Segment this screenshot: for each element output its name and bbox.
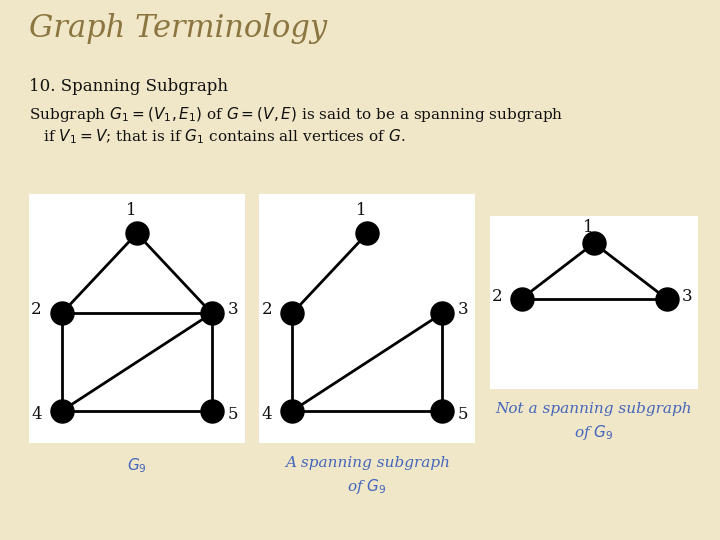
Text: 2: 2	[492, 288, 502, 305]
Text: Graph Terminology: Graph Terminology	[29, 14, 327, 44]
Point	[206, 309, 217, 318]
Point	[516, 294, 527, 303]
Text: 4: 4	[31, 406, 42, 423]
Text: 4: 4	[261, 406, 272, 423]
Point	[588, 239, 600, 247]
Point	[131, 229, 143, 238]
Text: Not a spanning subgraph
of $G_9$: Not a spanning subgraph of $G_9$	[495, 402, 693, 442]
Point	[56, 407, 68, 415]
Text: 10. Spanning Subgraph: 10. Spanning Subgraph	[29, 78, 228, 95]
Text: 5: 5	[228, 406, 238, 423]
Point	[436, 407, 448, 415]
Text: 2: 2	[31, 301, 42, 318]
Text: 1: 1	[356, 202, 366, 219]
Text: 3: 3	[228, 301, 238, 318]
Text: 2: 2	[261, 301, 272, 318]
Text: Subgraph $G_1=(V_1,E_1)$ of $G=(V,E)$ is said to be a spanning subgraph: Subgraph $G_1=(V_1,E_1)$ of $G=(V,E)$ is…	[29, 105, 563, 124]
Text: if $V_1=V$; that is if $G_1$ contains all vertices of $G$.: if $V_1=V$; that is if $G_1$ contains al…	[29, 127, 405, 146]
Text: $G_9$: $G_9$	[127, 456, 147, 475]
Point	[206, 407, 217, 415]
Point	[361, 229, 373, 238]
Text: 1: 1	[583, 219, 593, 235]
Text: 3: 3	[458, 301, 469, 318]
Text: 5: 5	[458, 406, 469, 423]
Point	[661, 294, 672, 303]
Point	[287, 309, 298, 318]
Text: 3: 3	[682, 288, 692, 305]
Point	[56, 309, 68, 318]
Point	[287, 407, 298, 415]
Text: A spanning subgraph
of $G_9$: A spanning subgraph of $G_9$	[284, 456, 450, 496]
Point	[436, 309, 448, 318]
Text: 1: 1	[125, 202, 136, 219]
